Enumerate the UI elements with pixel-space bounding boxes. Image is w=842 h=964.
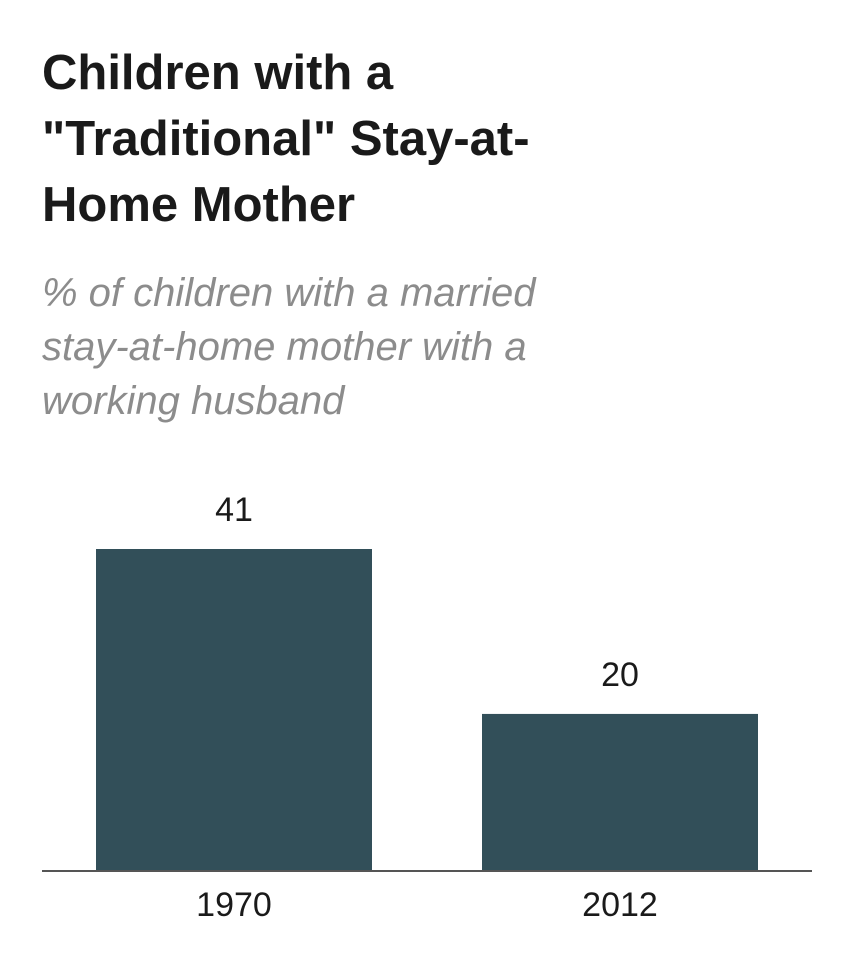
bars-group xyxy=(96,549,758,871)
bar-2012 xyxy=(482,713,758,871)
chart-subtitle: % of children with a married stay-at-hom… xyxy=(42,271,536,423)
labels-group: 41 1970 20 2012 xyxy=(196,491,658,924)
x-tick-label-2012: 2012 xyxy=(582,886,658,924)
x-tick-label-1970: 1970 xyxy=(196,886,272,924)
data-label-1970: 41 xyxy=(215,491,253,529)
data-label-2012: 20 xyxy=(601,656,639,694)
chart-title: Children with a "Traditional" Stay-at- H… xyxy=(42,46,530,232)
bar-1970 xyxy=(96,549,372,871)
